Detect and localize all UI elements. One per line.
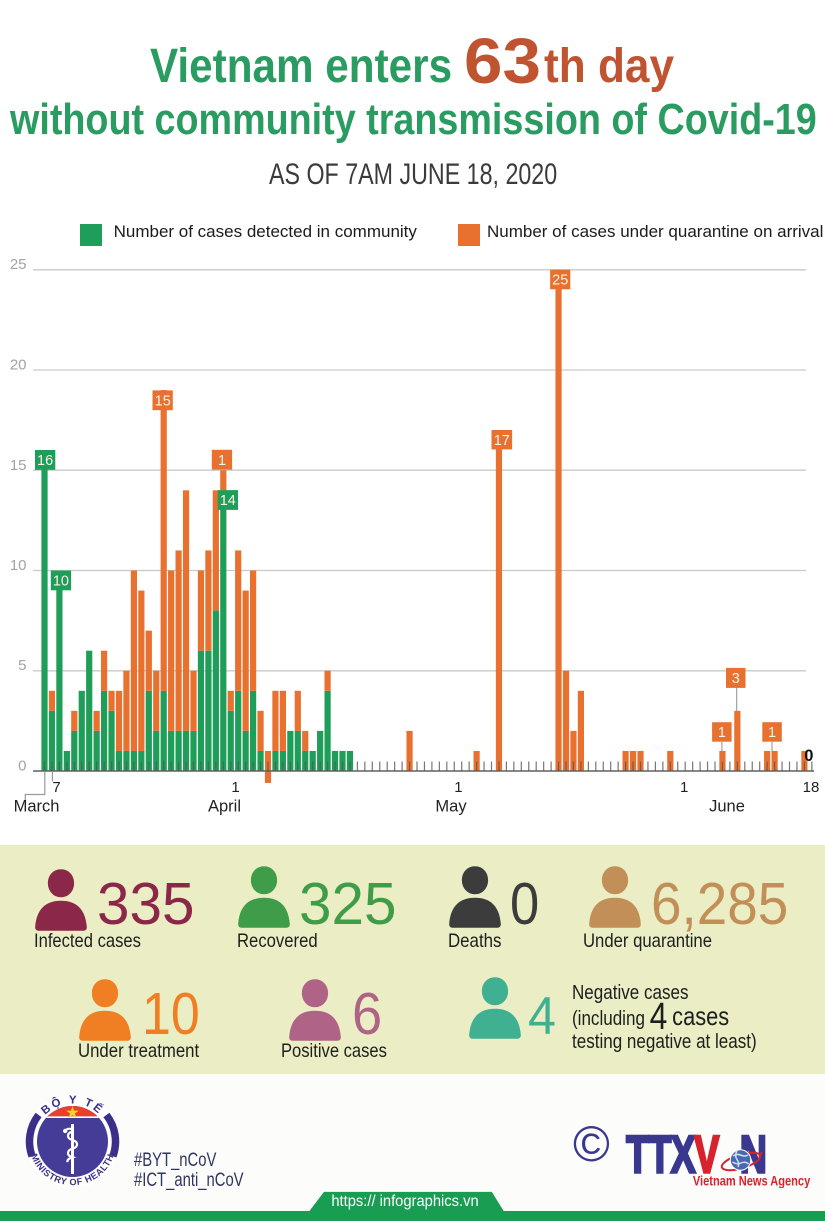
svg-text:Vietnam News Agency: Vietnam News Agency [693, 1173, 810, 1188]
svg-text:25: 25 [10, 256, 27, 273]
svg-text:16: 16 [37, 453, 53, 469]
svg-text:V: V [694, 1128, 719, 1184]
svg-text:1: 1 [768, 725, 776, 741]
svg-text:18: 18 [803, 779, 820, 796]
svg-text:1: 1 [218, 453, 226, 469]
svg-text:1: 1 [231, 779, 239, 796]
svg-text:1: 1 [680, 779, 688, 796]
svg-text:March: March [14, 798, 60, 816]
svg-text:7: 7 [52, 779, 60, 796]
svg-text:N: N [740, 1128, 767, 1184]
svg-text:15: 15 [155, 394, 171, 410]
svg-text:3: 3 [732, 671, 740, 687]
svg-text:10: 10 [10, 557, 27, 574]
svg-text:25: 25 [552, 273, 568, 289]
svg-text:17: 17 [494, 433, 510, 449]
svg-text:5: 5 [18, 657, 26, 674]
svg-text:May: May [435, 798, 467, 816]
svg-text:TTX: TTX [626, 1128, 696, 1184]
svg-text:0: 0 [804, 747, 813, 765]
svg-text:0: 0 [18, 758, 26, 775]
svg-text:April: April [208, 798, 241, 816]
svg-text:15: 15 [10, 457, 27, 474]
svg-text:20: 20 [10, 357, 27, 374]
svg-text:1: 1 [718, 725, 726, 741]
svg-text:1: 1 [454, 779, 462, 796]
svg-text:14: 14 [220, 493, 236, 509]
svg-text:10: 10 [53, 574, 69, 590]
svg-text:June: June [709, 798, 745, 816]
